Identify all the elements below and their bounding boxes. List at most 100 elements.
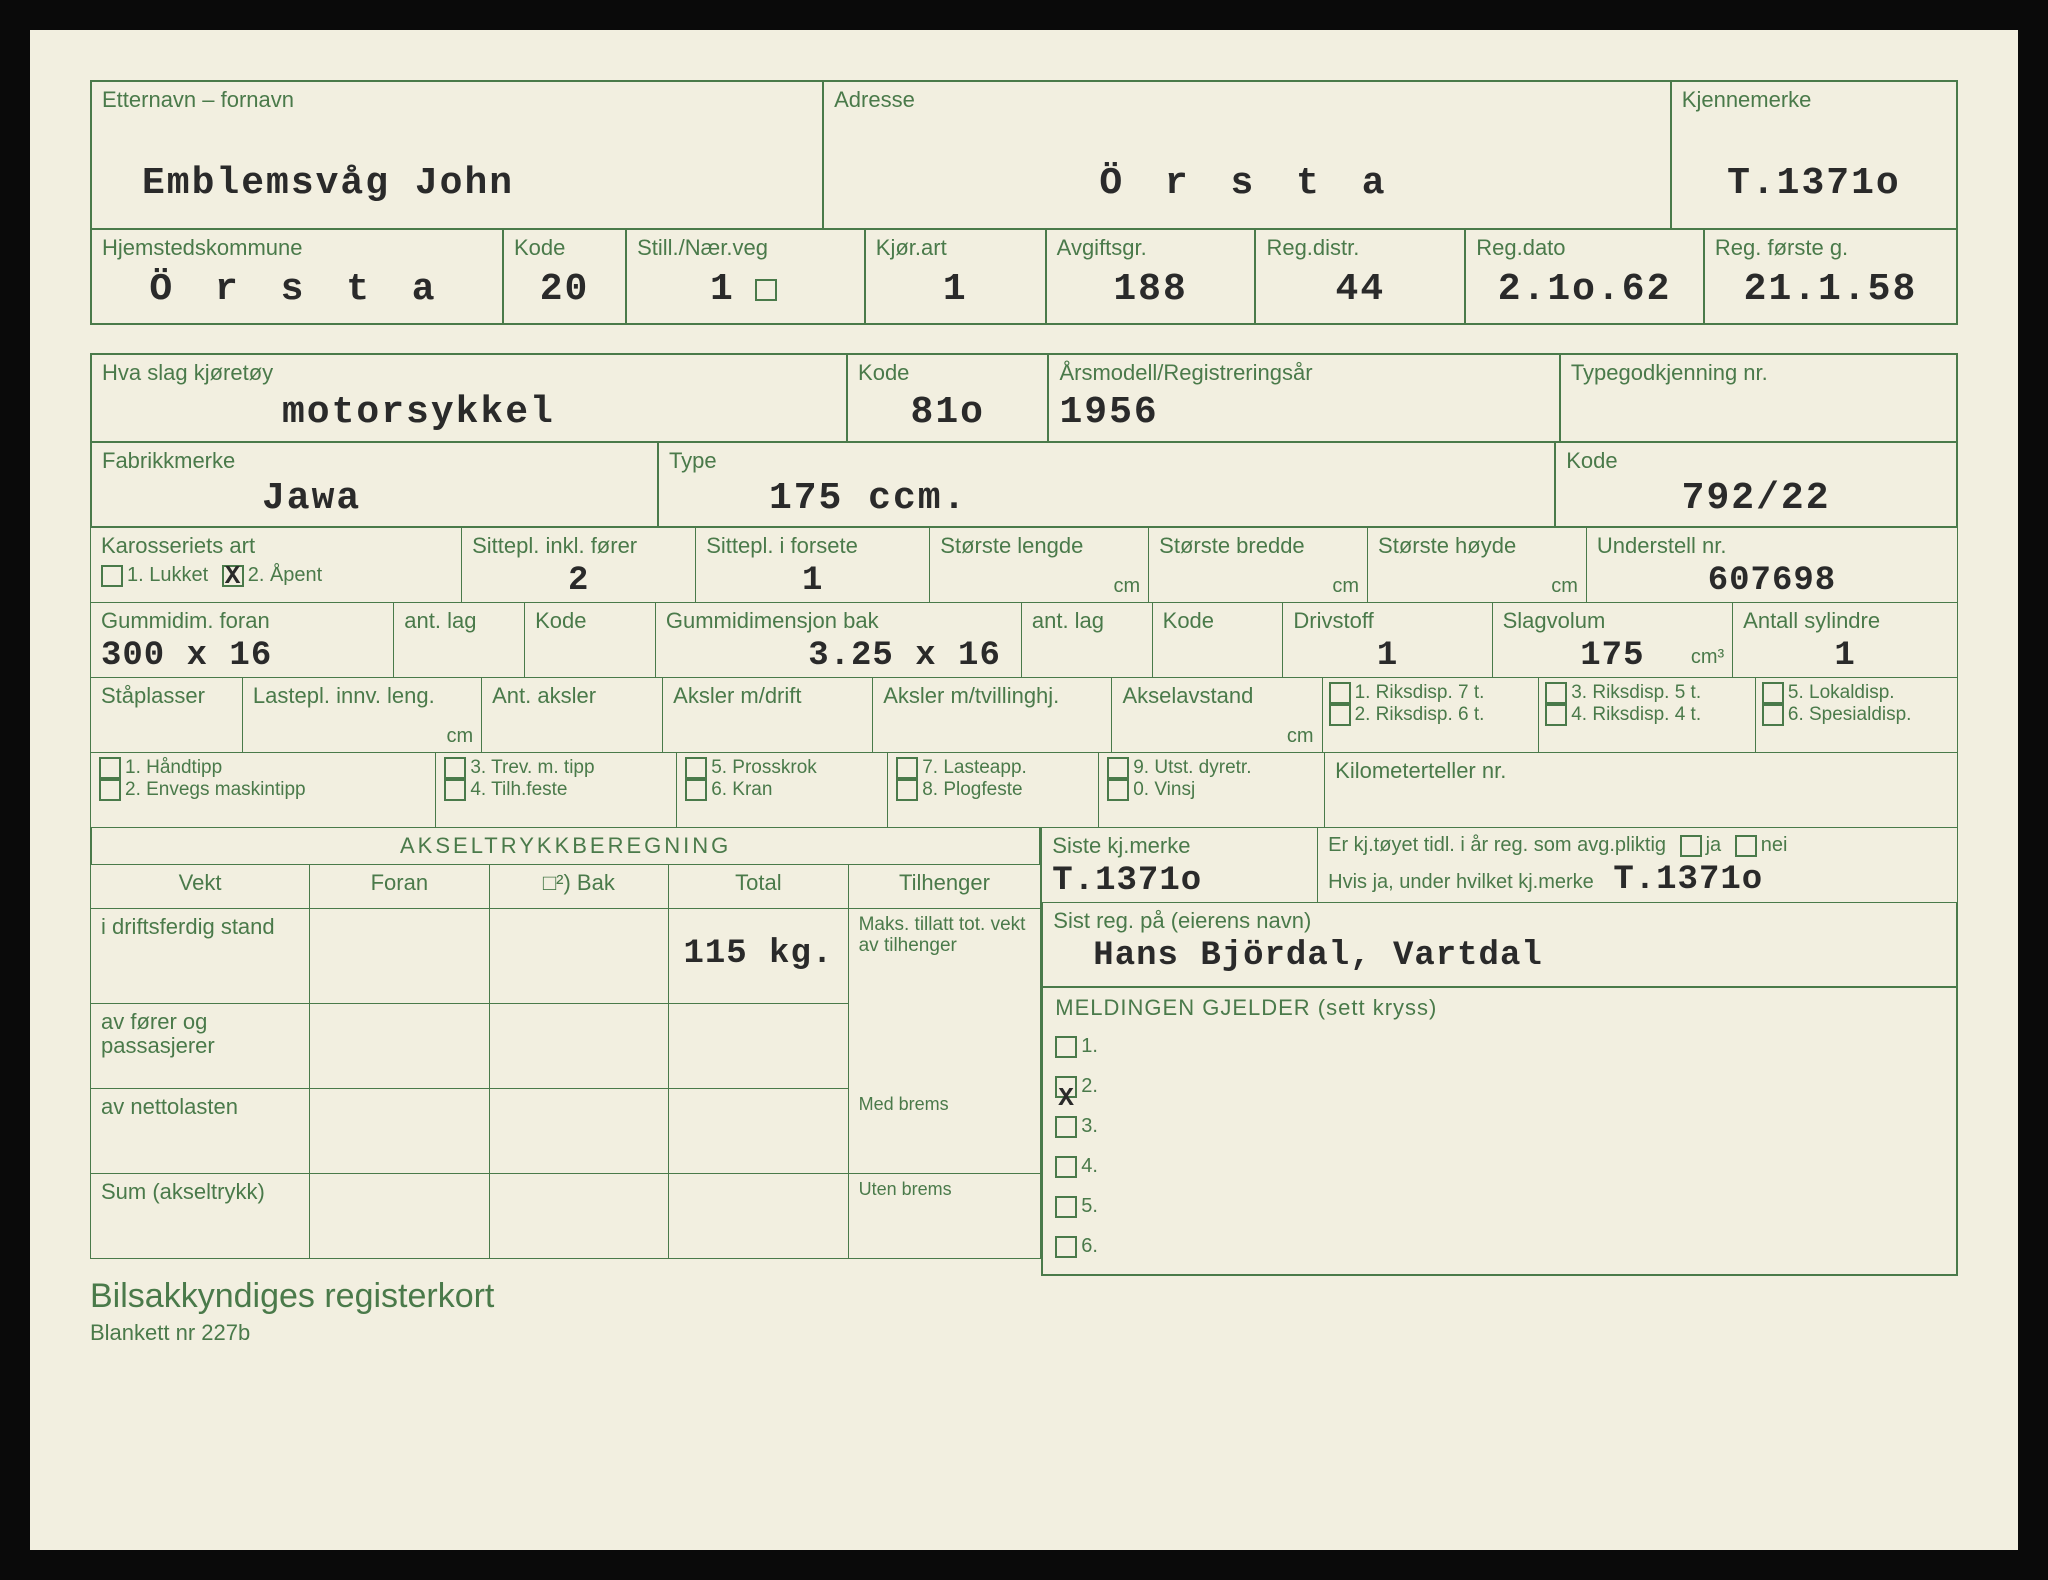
wrow1-label: i driftsferdig stand bbox=[101, 915, 299, 939]
m3-num: 3. bbox=[1081, 1115, 1098, 1137]
m4-cb[interactable] bbox=[1055, 1156, 1077, 1178]
melding-label: MELDINGEN GJELDER (sett kryss) bbox=[1055, 996, 1944, 1020]
sylindre-label: Antall sylindre bbox=[1743, 609, 1947, 633]
disp5-cb[interactable] bbox=[1762, 682, 1784, 704]
sittepl-forsete-value: 1 bbox=[706, 562, 919, 600]
disp3-cb[interactable] bbox=[1545, 682, 1567, 704]
eq1-cb[interactable] bbox=[99, 757, 121, 779]
eq9-cb[interactable] bbox=[1107, 757, 1129, 779]
apent-checkbox[interactable] bbox=[222, 565, 244, 587]
hoyde-label: Største høyde bbox=[1378, 534, 1576, 558]
col-vekt: Vekt bbox=[101, 871, 299, 895]
disp6-cb[interactable] bbox=[1762, 704, 1784, 726]
vkode-label: Kode bbox=[858, 361, 1037, 385]
hoyde-unit: cm bbox=[1551, 575, 1578, 598]
lastepl-label: Lastepl. innv. leng. bbox=[253, 684, 471, 708]
regdato-label: Reg.dato bbox=[1476, 236, 1693, 260]
adresse-value: Ö r s t a bbox=[834, 162, 1660, 205]
adresse-label: Adresse bbox=[834, 88, 1660, 112]
eq4-cb[interactable] bbox=[444, 779, 466, 801]
weight-heading: AKSELTRYKKBEREGNING bbox=[90, 828, 1041, 864]
lastepl-unit: cm bbox=[446, 725, 473, 748]
register-card: Etternavn – fornavn Emblemsvåg John Adre… bbox=[30, 30, 2018, 1550]
m5-cb[interactable] bbox=[1055, 1196, 1077, 1218]
tilh-maks: Maks. tillatt tot. vekt av tilhenger bbox=[859, 915, 1031, 957]
hvisja-label: Hvis ja, under hvilket kj.merke bbox=[1328, 871, 1594, 893]
ja-checkbox[interactable] bbox=[1680, 835, 1702, 857]
wrow4-label: Sum (akseltrykk) bbox=[101, 1180, 299, 1204]
nei-label: nei bbox=[1761, 834, 1788, 856]
eq6-label: 6. Kran bbox=[711, 779, 772, 800]
aksler-drift-label: Aksler m/drift bbox=[673, 684, 862, 708]
sylindre-value: 1 bbox=[1743, 637, 1947, 675]
type-value: 175 ccm. bbox=[769, 477, 1544, 520]
axles-row: Ståplasser Lastepl. innv. leng. cm Ant. … bbox=[90, 678, 1958, 753]
gummi-bak-label: Gummidimensjon bak bbox=[666, 609, 1011, 633]
eq6-cb[interactable] bbox=[685, 779, 707, 801]
regdistr-value: 44 bbox=[1266, 268, 1454, 311]
antlag2-label: ant. lag bbox=[1032, 609, 1142, 633]
disp4-cb[interactable] bbox=[1545, 704, 1567, 726]
gummi-foran-value: 300 x 16 bbox=[101, 637, 383, 675]
still-label: Still./Nær.veg bbox=[637, 236, 854, 260]
tilh-utenbrems: Uten brems bbox=[859, 1180, 1031, 1200]
m6-cb[interactable] bbox=[1055, 1236, 1077, 1258]
eq3-cb[interactable] bbox=[444, 757, 466, 779]
eq0-cb[interactable] bbox=[1107, 779, 1129, 801]
eq8-label: 8. Plogfeste bbox=[922, 779, 1022, 800]
kjorart-label: Kjør.art bbox=[876, 236, 1035, 260]
bredde-unit: cm bbox=[1332, 575, 1359, 598]
ja-label: ja bbox=[1706, 834, 1722, 856]
m4-num: 4. bbox=[1081, 1155, 1098, 1177]
arsmodell-value: 1956 bbox=[1059, 391, 1548, 434]
eq0-label: 0. Vinsj bbox=[1133, 779, 1195, 800]
fabrikk-value: Jawa bbox=[262, 477, 647, 520]
disp1-label: 1. Riksdisp. 7 t. bbox=[1355, 682, 1485, 703]
eq8-cb[interactable] bbox=[896, 779, 918, 801]
slagvolum-label: Slagvolum bbox=[1503, 609, 1723, 633]
m2-cb[interactable] bbox=[1055, 1076, 1077, 1098]
sittepl-label: Sittepl. inkl. fører bbox=[472, 534, 685, 558]
eq7-cb[interactable] bbox=[896, 757, 918, 779]
bottom-split: AKSELTRYKKBEREGNING Vekt Foran □²) Bak T… bbox=[90, 828, 1958, 1346]
col-bak: □²) Bak bbox=[500, 871, 659, 895]
disp3-label: 3. Riksdisp. 5 t. bbox=[1571, 682, 1701, 703]
kode-value: 20 bbox=[514, 268, 615, 311]
staplasser-label: Ståplasser bbox=[101, 684, 232, 708]
blankett-nr: Blankett nr 227b bbox=[90, 1320, 1041, 1346]
nei-checkbox[interactable] bbox=[1735, 835, 1757, 857]
slag-value: motorsykkel bbox=[282, 391, 836, 434]
registration-section: Siste kj.merke T.1371o Er kj.tøyet tidl.… bbox=[1041, 828, 1958, 1346]
col-total: Total bbox=[679, 871, 838, 895]
tires-row: Gummidim. foran 300 x 16 ant. lag Kode G… bbox=[90, 603, 1958, 678]
lengde-unit: cm bbox=[1113, 575, 1140, 598]
disp1-cb[interactable] bbox=[1329, 682, 1351, 704]
wrow3-label: av nettolasten bbox=[101, 1095, 299, 1119]
still-checkbox[interactable] bbox=[755, 279, 777, 301]
tkode-label: Kode bbox=[535, 609, 645, 633]
avgiftsgr-value: 188 bbox=[1057, 268, 1245, 311]
card-title: Bilsakkyndiges registerkort bbox=[90, 1277, 1041, 1316]
lukket-checkbox[interactable] bbox=[101, 565, 123, 587]
tkode2-label: Kode bbox=[1163, 609, 1273, 633]
m3-cb[interactable] bbox=[1055, 1116, 1077, 1138]
kode2-label: Kode bbox=[1566, 449, 1946, 473]
kjennemerke-label: Kjennemerke bbox=[1682, 88, 1946, 112]
eq2-cb[interactable] bbox=[99, 779, 121, 801]
typegodk-label: Typegodkjenning nr. bbox=[1571, 361, 1946, 385]
m1-cb[interactable] bbox=[1055, 1036, 1077, 1058]
still-value: 1 bbox=[710, 268, 735, 311]
eq4-label: 4. Tilh.feste bbox=[470, 779, 567, 800]
eq7-label: 7. Lasteapp. bbox=[922, 757, 1027, 778]
regdistr-label: Reg.distr. bbox=[1266, 236, 1454, 260]
weight-section: AKSELTRYKKBEREGNING Vekt Foran □²) Bak T… bbox=[90, 828, 1041, 1346]
disp2-cb[interactable] bbox=[1329, 704, 1351, 726]
eq5-cb[interactable] bbox=[685, 757, 707, 779]
etternavn-label: Etternavn – fornavn bbox=[102, 88, 812, 112]
lengde-label: Største lengde bbox=[940, 534, 1138, 558]
understell-label: Understell nr. bbox=[1597, 534, 1947, 558]
equipment-row: 1. Håndtipp 2. Envegs maskintipp 3. Trev… bbox=[90, 753, 1958, 828]
header-row1: Etternavn – fornavn Emblemsvåg John Adre… bbox=[90, 80, 1958, 230]
etternavn-value: Emblemsvåg John bbox=[142, 162, 812, 205]
understell-value: 607698 bbox=[1597, 562, 1947, 600]
